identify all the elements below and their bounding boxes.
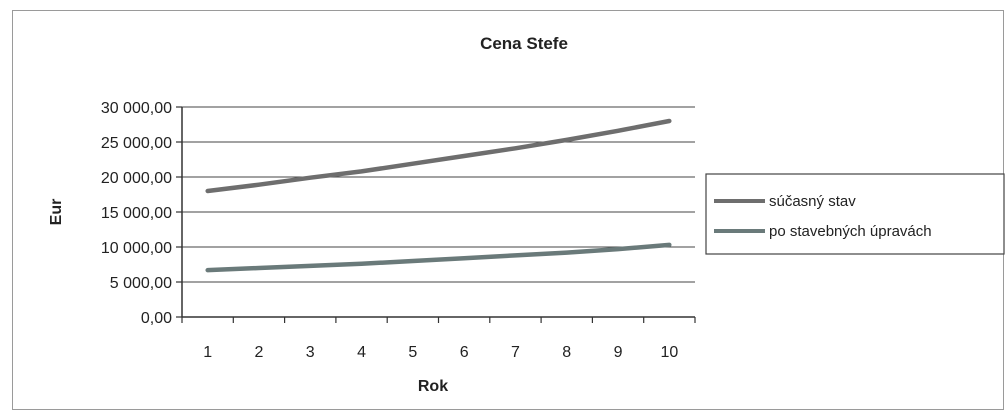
legend-label-2: po stavebných úpravách xyxy=(769,223,932,240)
x-axis-ticks: 1 2 3 4 5 6 7 8 9 10 xyxy=(181,317,696,361)
x-tick-label: 3 xyxy=(306,344,315,361)
x-tick-label: 1 xyxy=(203,344,212,361)
chart-title: Cena Stefe xyxy=(480,34,568,53)
legend: súčasný stav po stavebných úpravách xyxy=(705,173,1005,255)
y-tick-label: 10 000,00 xyxy=(101,240,172,257)
y-tick-label: 25 000,00 xyxy=(101,135,172,152)
series-line-1 xyxy=(205,118,672,194)
line-chart: Cena Stefe 0,00 5 000,00 10 000,00 15 000,0… xyxy=(48,34,1005,395)
legend-entries: súčasný stav po stavebných úpravách xyxy=(714,193,932,240)
y-tick-label: 15 000,00 xyxy=(101,205,172,222)
x-tick-label: 2 xyxy=(254,344,263,361)
legend-box xyxy=(705,173,1005,255)
grid-lines xyxy=(182,106,695,283)
x-tick-label: 5 xyxy=(408,344,417,361)
y-tick-label: 20 000,00 xyxy=(101,170,172,187)
x-tick-label: 9 xyxy=(614,344,623,361)
y-tick-label: 0,00 xyxy=(141,310,172,327)
y-axis-ticks: 0,00 5 000,00 10 000,00 15 000,00 20 000,00 2… xyxy=(101,100,182,327)
x-axis-label: Rok xyxy=(418,378,448,395)
y-tick-label: 30 000,00 xyxy=(101,100,172,117)
x-tick-label: 4 xyxy=(357,344,366,361)
y-tick-label: 5 000,00 xyxy=(110,275,172,292)
series-line-2 xyxy=(205,242,672,273)
x-tick-label: 10 xyxy=(660,344,678,361)
x-tick-label: 7 xyxy=(511,344,520,361)
chart-frame: Cena Stefe 0,00 5 000,00 10 000,00 15 000,0… xyxy=(12,10,1005,410)
series-lines xyxy=(205,118,672,273)
y-axis-label: Eur xyxy=(48,199,65,226)
x-tick-label: 6 xyxy=(460,344,469,361)
x-tick-label: 8 xyxy=(562,344,571,361)
legend-label-1: súčasný stav xyxy=(769,193,856,210)
